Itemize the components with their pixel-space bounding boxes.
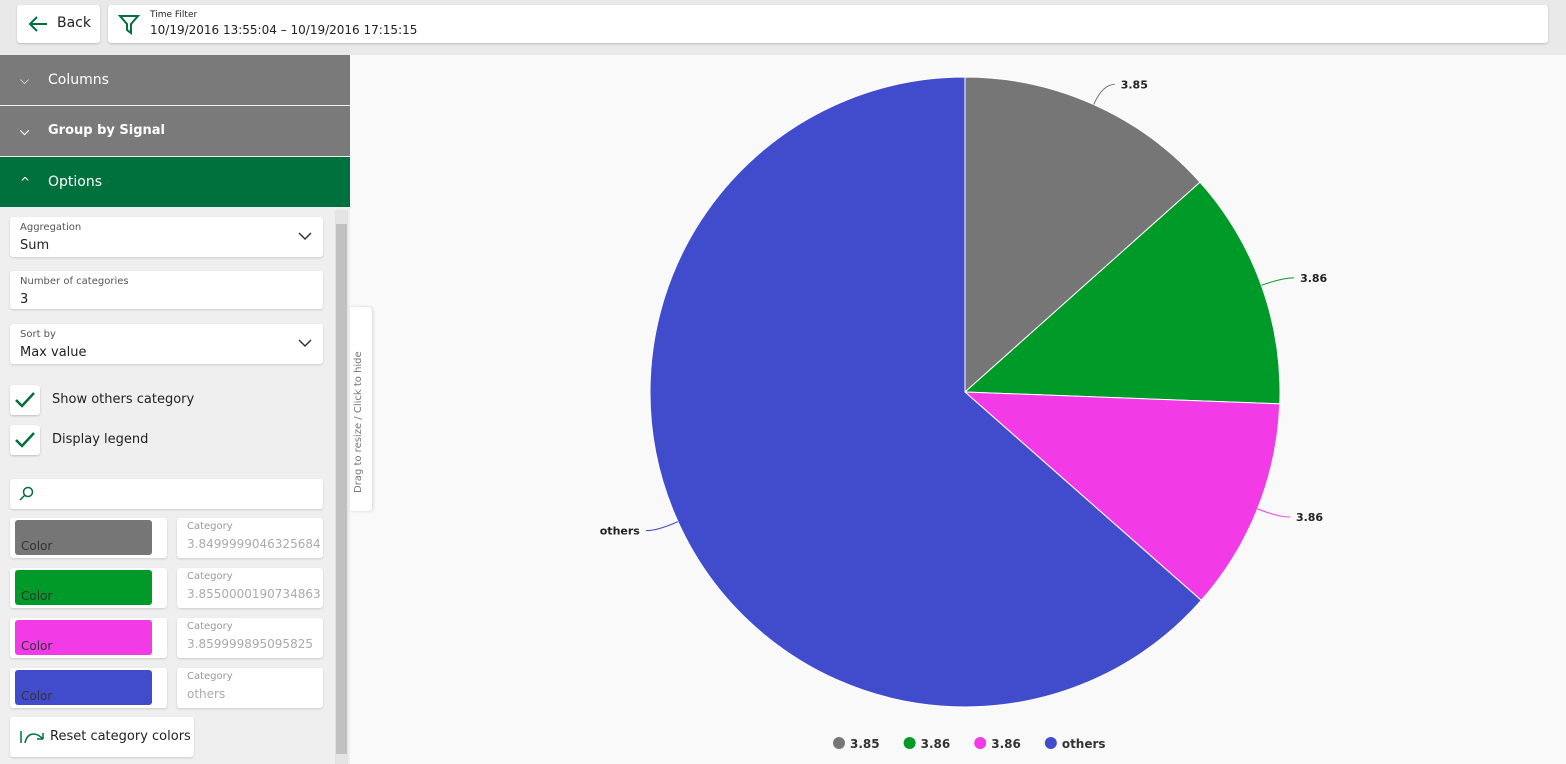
checkbox[interactable] xyxy=(10,385,40,415)
pie-slice xyxy=(649,76,1202,708)
back-button[interactable]: Back xyxy=(17,5,100,43)
dropdown-icon xyxy=(298,232,312,241)
scroll-thumb[interactable] xyxy=(336,224,347,754)
pie-slice xyxy=(964,76,1201,394)
color-swatch[interactable]: Color xyxy=(15,570,152,605)
search-icon xyxy=(19,486,34,501)
section-label: Columns xyxy=(48,72,109,88)
reset-button[interactable]: Reset category colors xyxy=(10,717,194,757)
section-columns[interactable]: ⌵ Columns xyxy=(0,55,350,105)
aggregation-select[interactable]: Aggregation Sum xyxy=(10,217,323,257)
reset-icon xyxy=(20,731,44,744)
back-label: Back xyxy=(57,15,91,31)
legend-label: 3.85 xyxy=(850,737,880,751)
leader-line xyxy=(1261,277,1295,286)
search-input[interactable] xyxy=(10,479,323,509)
category-value: 3.859999895095825 xyxy=(187,637,313,651)
reset-label: Reset category colors xyxy=(50,729,191,744)
check-icon xyxy=(15,392,35,408)
field-label: Number of categories xyxy=(20,276,129,287)
category-label: Category xyxy=(187,621,233,632)
category-value: 3.8550000190734863 xyxy=(187,587,321,601)
legend-marker xyxy=(903,737,916,749)
field-label: Aggregation xyxy=(20,222,82,233)
category-label: Category xyxy=(187,671,233,682)
leader-line xyxy=(1257,508,1290,518)
legend-label: others xyxy=(1062,737,1106,751)
color-swatch[interactable]: Color xyxy=(15,670,152,705)
pie-slice xyxy=(963,181,1281,405)
field-value: Max value xyxy=(20,345,87,360)
field-value: Sum xyxy=(20,238,50,253)
category-card: Category 3.859999895095825 xyxy=(177,618,323,658)
category-value: 3.8499999046325684 xyxy=(187,537,321,551)
section-options[interactable]: ^ Options xyxy=(0,157,350,207)
color-swatch[interactable]: Color xyxy=(15,520,152,555)
category-label: Category xyxy=(187,521,233,532)
field-value: 3 xyxy=(20,292,29,307)
pie-chart: 3.85 3.86 3.86 others 3.85 3.86 3.86 others xyxy=(600,76,1328,751)
category-value: others xyxy=(187,687,226,701)
dropdown-icon xyxy=(298,339,312,348)
leader-line xyxy=(1093,83,1115,105)
scrollbar[interactable] xyxy=(335,210,348,764)
category-card: Category 3.8499999046325684 xyxy=(177,518,323,558)
resize-label: Drag to resize / Click to hide xyxy=(353,351,364,493)
check-icon xyxy=(15,432,35,448)
resize-handle[interactable]: Drag to resize / Click to hide xyxy=(350,307,372,511)
color-card[interactable]: Color xyxy=(10,668,167,708)
color-card[interactable]: Color xyxy=(10,518,167,558)
slice-label: 3.86 xyxy=(1300,272,1327,285)
filter-icon xyxy=(118,15,140,35)
color-swatch[interactable]: Color xyxy=(15,620,152,655)
legend-marker xyxy=(974,737,987,749)
color-card[interactable]: Color xyxy=(10,618,167,658)
back-icon xyxy=(28,16,47,32)
legend-label: 3.86 xyxy=(991,737,1021,751)
time-filter-label: Time Filter xyxy=(150,10,198,20)
time-filter-value: 10/19/2016 13:55:04 – 10/19/2016 17:15:1… xyxy=(150,23,418,37)
slice-label: 3.85 xyxy=(1121,78,1148,91)
category-card: Category others xyxy=(177,668,323,708)
slice-label: others xyxy=(600,525,641,538)
pie-slice xyxy=(963,391,1281,602)
field-label: Sort by xyxy=(20,329,56,340)
section-label: Group by Signal xyxy=(48,123,166,138)
sort-select[interactable]: Sort by Max value xyxy=(10,324,323,364)
leader-line xyxy=(645,521,679,532)
category-card: Category 3.8550000190734863 xyxy=(177,568,323,608)
checkbox[interactable] xyxy=(10,425,40,455)
color-card[interactable]: Color xyxy=(10,568,167,608)
legend-label: 3.86 xyxy=(921,737,951,751)
section-label: Options xyxy=(48,174,103,190)
time-filter[interactable]: Time Filter 10/19/2016 13:55:04 – 10/19/… xyxy=(108,5,1548,43)
legend-marker xyxy=(833,737,845,749)
categories-input[interactable]: Number of categories 3 xyxy=(10,271,323,309)
slice-label: 3.86 xyxy=(1296,511,1323,524)
checkbox-label: Show others category xyxy=(52,392,195,407)
category-label: Category xyxy=(187,571,233,582)
section-group[interactable]: ⌵ Group by Signal xyxy=(0,106,350,156)
checkbox-label: Display legend xyxy=(52,432,149,447)
legend-marker xyxy=(1044,737,1057,749)
